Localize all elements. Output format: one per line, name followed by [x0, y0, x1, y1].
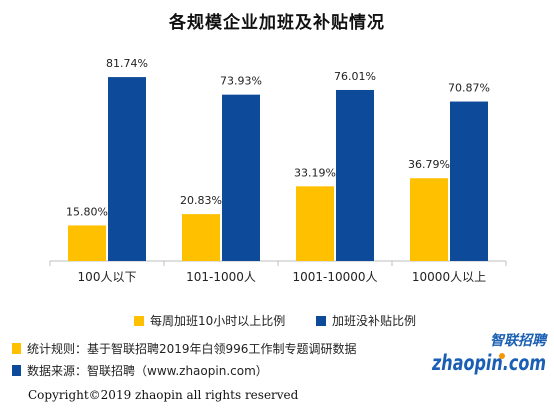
bar-series2: [450, 101, 488, 261]
copyright-text: Copyright©2019 zhaopin all rights reserv…: [28, 388, 299, 402]
zhaopin-logo: 智联招聘 zhaopin.com: [431, 332, 548, 375]
data-label-series2: 70.87%: [448, 82, 490, 95]
data-label-series1: 33.19%: [294, 166, 336, 179]
logo-main-text: zhaopin.com: [431, 351, 546, 375]
bar-chart: 15.80% 81.74% 100人以下 20.83% 73.93% 101-1000人 3…: [49, 57, 507, 284]
data-label-series2: 73.93%: [220, 75, 262, 88]
legend-label-series1: 每周加班10小时以上比例: [150, 314, 286, 328]
bar-series1: [296, 186, 334, 261]
legend-item-series2: 加班没补贴比例: [316, 312, 416, 329]
legend-item-series1: 每周加班10小时以上比例: [134, 312, 285, 329]
bar-series2: [108, 77, 146, 262]
bar-series1: [410, 178, 448, 261]
data-label-series2: 76.01%: [334, 70, 376, 83]
bar-series2: [336, 89, 374, 261]
note-source: 数据来源：智联招聘（www.zhaopin.com）: [12, 362, 268, 379]
note-swatch-rule: [12, 343, 21, 354]
x-tick-label: 101-1000人: [186, 270, 256, 284]
x-tick-label: 100人以下: [78, 270, 137, 284]
note-source-text: 数据来源：智联招聘（www.zhaopin.com）: [27, 364, 268, 378]
note-rule: 统计规则：基于智联招聘2019年白领996工作制专题调研数据: [12, 340, 356, 357]
data-label-series2: 81.74%: [106, 57, 148, 70]
x-tick-label: 1001-10000人: [292, 270, 377, 284]
legend: 每周加班10小时以上比例 加班没补贴比例: [0, 312, 554, 330]
data-label-series1: 15.80%: [66, 205, 108, 218]
x-tick-label: 10000人以上: [412, 270, 486, 284]
bar-series1: [182, 214, 220, 261]
chart-title: 各规模企业加班及补贴情况: [169, 13, 385, 33]
logo-top-text: 智联招聘: [490, 332, 548, 349]
note-rule-text: 统计规则：基于智联招聘2019年白领996工作制专题调研数据: [27, 342, 357, 356]
data-label-series1: 20.83%: [180, 194, 222, 207]
legend-swatch-series1: [134, 315, 144, 326]
legend-label-series2: 加班没补贴比例: [332, 314, 417, 328]
logo-orange-dot-icon: [499, 353, 505, 359]
data-label-series1: 36.79%: [408, 158, 450, 171]
bar-series2: [222, 94, 260, 261]
legend-swatch-series2: [316, 315, 326, 326]
bar-series1: [68, 225, 106, 261]
note-swatch-source: [12, 365, 21, 376]
